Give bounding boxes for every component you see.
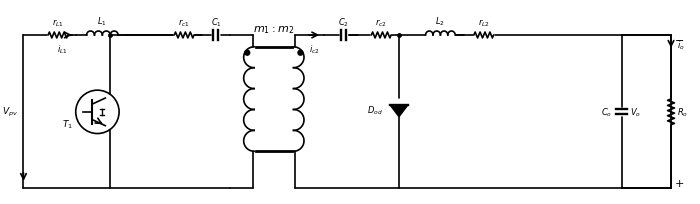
- Text: $r_{L2}$: $r_{L2}$: [478, 18, 490, 29]
- Text: $m_1:m_2$: $m_1:m_2$: [253, 24, 295, 36]
- Text: $C_{o}$: $C_{o}$: [601, 106, 612, 119]
- Text: $i_{o}$: $i_{o}$: [677, 39, 685, 52]
- Text: $i_{c2}$: $i_{c2}$: [309, 44, 320, 56]
- Text: $D_{od}$: $D_{od}$: [368, 104, 383, 116]
- Circle shape: [76, 91, 119, 134]
- Text: $C_{2}$: $C_{2}$: [338, 17, 349, 29]
- Text: $i_{L1}$: $i_{L1}$: [57, 44, 67, 56]
- Text: $r_{c1}$: $r_{c1}$: [178, 18, 190, 29]
- Text: $V_{o}$: $V_{o}$: [629, 106, 641, 119]
- Text: $L_{2}$: $L_{2}$: [435, 16, 445, 28]
- Text: $T_{1}$: $T_{1}$: [62, 118, 74, 130]
- Circle shape: [298, 51, 303, 56]
- Text: $L_{1}$: $L_{1}$: [97, 16, 107, 28]
- Text: $R_{o}$: $R_{o}$: [677, 106, 688, 119]
- Polygon shape: [390, 105, 408, 117]
- Text: $r_{L1}$: $r_{L1}$: [52, 18, 64, 29]
- Text: $C_{1}$: $C_{1}$: [211, 17, 222, 29]
- Circle shape: [245, 51, 250, 56]
- Text: $V_{pv}$: $V_{pv}$: [1, 106, 18, 119]
- Text: $r_{c2}$: $r_{c2}$: [375, 18, 387, 29]
- Text: $-$: $-$: [674, 34, 684, 44]
- Text: $+$: $+$: [674, 177, 684, 188]
